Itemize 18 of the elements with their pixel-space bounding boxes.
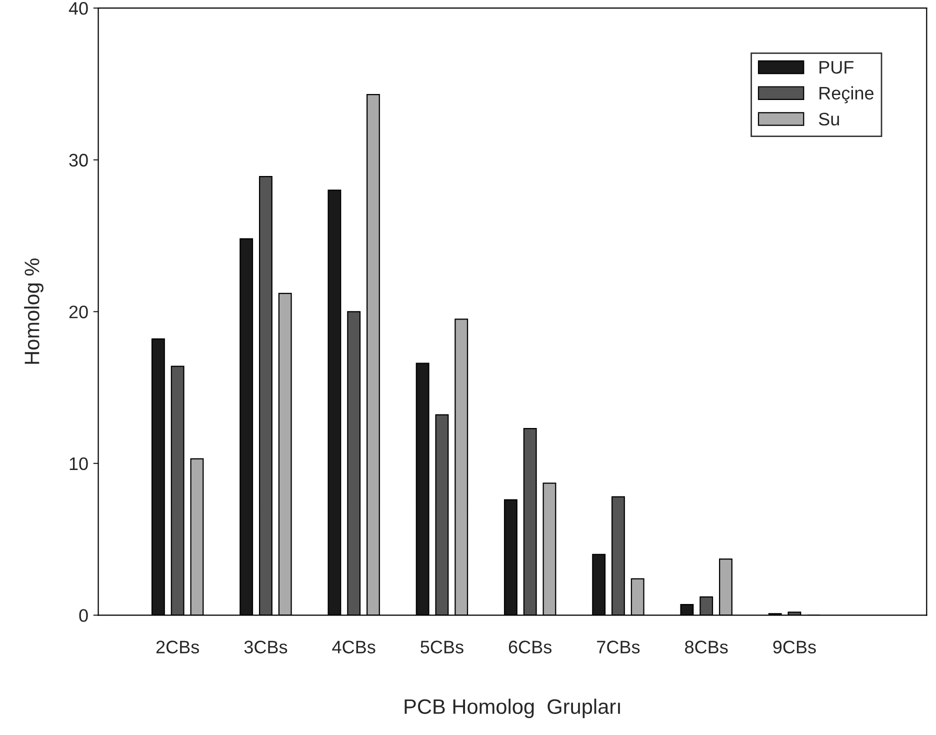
x-tick-label: 2CBs <box>156 640 200 654</box>
x-tick-label: 3CBs <box>244 640 288 654</box>
legend-label: Reçine <box>820 86 874 104</box>
x-tick-label: 9CBs <box>773 640 816 654</box>
y-tick-label: 0 <box>79 609 88 622</box>
y-tick-label: 30 <box>69 154 88 167</box>
x-tick-label: 7CBs <box>597 640 640 654</box>
x-axis-title: PCB Homolog Grupları <box>404 698 620 718</box>
x-tick-label: 4CBs <box>332 640 376 654</box>
y-tick-label: 20 <box>69 306 88 318</box>
legend-label: Su <box>818 112 839 126</box>
x-tick-label: 8CBs <box>685 640 728 654</box>
y-tick-label: 10 <box>70 457 88 470</box>
y-axis-title: Homolog % <box>24 258 44 364</box>
y-tick-label: 40 <box>68 2 88 15</box>
legend-label: PUF <box>820 61 854 74</box>
x-tick-label: 5CBs <box>420 640 464 654</box>
x-tick-label: 6CBs <box>508 640 552 654</box>
